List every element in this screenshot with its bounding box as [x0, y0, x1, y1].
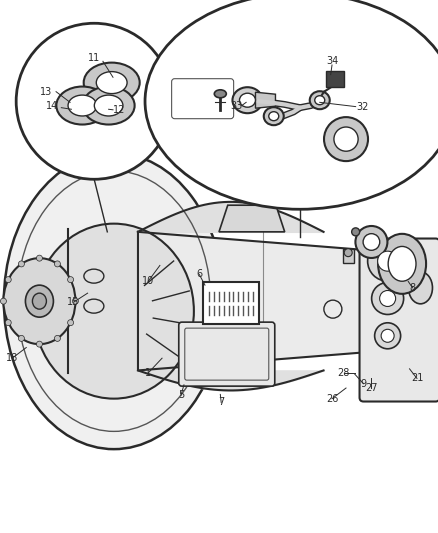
Ellipse shape — [57, 86, 108, 125]
Ellipse shape — [378, 251, 398, 271]
Ellipse shape — [0, 298, 7, 304]
Polygon shape — [343, 249, 354, 263]
Text: 13: 13 — [40, 87, 52, 96]
Text: 28: 28 — [338, 368, 350, 378]
Ellipse shape — [334, 127, 358, 151]
Text: 32: 32 — [357, 102, 369, 111]
Ellipse shape — [378, 234, 426, 294]
Text: 5: 5 — [178, 391, 184, 400]
Ellipse shape — [5, 277, 11, 282]
Ellipse shape — [371, 282, 404, 314]
FancyBboxPatch shape — [179, 322, 275, 386]
FancyBboxPatch shape — [203, 281, 259, 324]
FancyBboxPatch shape — [360, 238, 438, 401]
Ellipse shape — [83, 86, 134, 125]
Ellipse shape — [4, 258, 75, 344]
Ellipse shape — [315, 96, 325, 104]
Ellipse shape — [67, 320, 74, 326]
Ellipse shape — [32, 293, 46, 309]
Text: 34: 34 — [326, 56, 338, 66]
Text: 10: 10 — [142, 277, 154, 286]
Polygon shape — [138, 232, 364, 370]
Ellipse shape — [374, 323, 401, 349]
Ellipse shape — [363, 233, 380, 251]
Ellipse shape — [72, 298, 78, 304]
Polygon shape — [325, 71, 343, 87]
Ellipse shape — [388, 246, 416, 281]
Polygon shape — [255, 92, 276, 108]
Ellipse shape — [409, 272, 432, 304]
Text: 15: 15 — [67, 297, 80, 307]
Ellipse shape — [84, 62, 140, 103]
Ellipse shape — [367, 241, 408, 281]
Ellipse shape — [34, 224, 194, 399]
Ellipse shape — [344, 248, 352, 257]
Ellipse shape — [96, 71, 127, 94]
Ellipse shape — [94, 95, 123, 116]
Polygon shape — [24, 289, 61, 313]
Text: 18: 18 — [6, 353, 18, 363]
Ellipse shape — [324, 117, 368, 161]
Text: 9: 9 — [360, 379, 367, 389]
Text: 11: 11 — [88, 53, 100, 62]
Ellipse shape — [54, 261, 60, 267]
Ellipse shape — [4, 153, 224, 449]
Ellipse shape — [380, 290, 396, 306]
Ellipse shape — [67, 277, 74, 282]
Ellipse shape — [310, 91, 330, 109]
Text: 8: 8 — [410, 283, 416, 293]
Text: 26: 26 — [326, 394, 338, 403]
Ellipse shape — [264, 107, 284, 125]
Ellipse shape — [214, 90, 226, 98]
Ellipse shape — [18, 261, 25, 267]
Ellipse shape — [352, 228, 360, 236]
Ellipse shape — [381, 329, 394, 342]
Ellipse shape — [5, 320, 11, 326]
Text: 14: 14 — [46, 101, 58, 110]
Ellipse shape — [68, 95, 97, 116]
Text: 27: 27 — [365, 383, 378, 393]
Text: 7: 7 — [218, 398, 224, 407]
Text: 1: 1 — [145, 368, 151, 378]
Ellipse shape — [54, 335, 60, 341]
Ellipse shape — [145, 0, 438, 209]
Text: 6: 6 — [196, 270, 202, 279]
Ellipse shape — [240, 93, 255, 107]
Ellipse shape — [18, 335, 25, 341]
Ellipse shape — [16, 23, 172, 179]
Ellipse shape — [355, 226, 388, 258]
Text: 21: 21 — [411, 374, 423, 383]
Text: 12: 12 — [113, 105, 125, 115]
Text: 33: 33 — [230, 101, 243, 110]
Ellipse shape — [233, 87, 262, 113]
Ellipse shape — [25, 285, 53, 317]
Ellipse shape — [36, 341, 42, 347]
Ellipse shape — [269, 112, 279, 120]
Polygon shape — [219, 205, 285, 232]
Ellipse shape — [36, 255, 42, 261]
